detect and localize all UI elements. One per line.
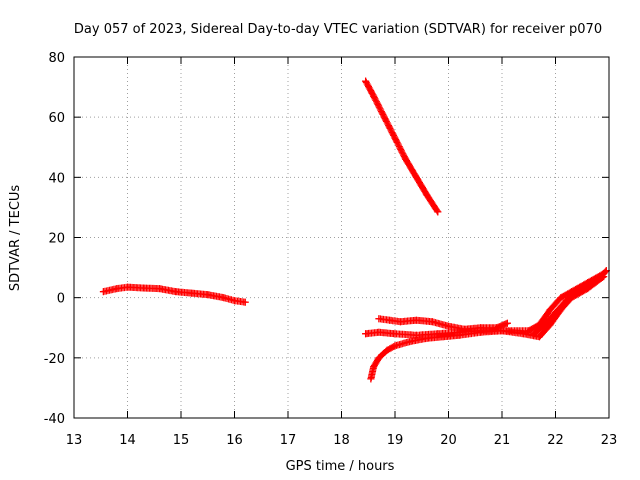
data-point xyxy=(386,316,394,324)
data-point xyxy=(220,294,228,302)
series-arc-6 xyxy=(530,267,610,338)
data-point xyxy=(477,324,485,332)
series-markers xyxy=(375,315,511,333)
data-point xyxy=(503,319,511,327)
x-tick-label: 19 xyxy=(387,433,404,448)
data-point xyxy=(380,113,388,121)
data-point xyxy=(428,318,436,326)
x-axis-label: GPS time / hours xyxy=(286,459,395,474)
x-tick-label: 17 xyxy=(280,433,297,448)
y-axis-label: SDTVAR / TECUs xyxy=(8,185,23,292)
series-arc-1 xyxy=(99,283,249,306)
y-tick-label: 80 xyxy=(48,51,65,66)
data-point xyxy=(370,92,378,100)
data-point xyxy=(396,318,404,326)
data-point xyxy=(367,375,375,383)
data-point xyxy=(231,297,238,305)
data-point xyxy=(99,288,107,296)
data-point xyxy=(552,309,559,317)
data-point xyxy=(423,191,431,199)
data-point xyxy=(172,288,180,296)
data-point xyxy=(594,276,602,284)
data-point xyxy=(562,297,570,305)
chart-title: Day 057 of 2023, Sidereal Day-to-day VTE… xyxy=(74,22,602,37)
data-point xyxy=(188,289,196,297)
data-series xyxy=(99,77,610,383)
data-point xyxy=(525,327,533,335)
data-point xyxy=(204,291,212,299)
y-tick-label: 20 xyxy=(48,232,65,247)
data-point xyxy=(156,285,164,293)
data-point xyxy=(412,331,420,339)
data-point xyxy=(535,333,543,341)
data-point xyxy=(493,324,501,332)
data-point xyxy=(383,346,391,354)
data-point xyxy=(362,77,370,85)
x-tick-label: 18 xyxy=(333,433,350,448)
series-arc-5 xyxy=(375,315,511,333)
y-tick-label: -20 xyxy=(44,352,65,367)
x-tick-label: 23 xyxy=(601,433,618,448)
data-point xyxy=(391,342,399,350)
data-point xyxy=(391,134,399,142)
x-tick-label: 16 xyxy=(226,433,243,448)
y-tick-label: 60 xyxy=(48,111,65,126)
data-point xyxy=(546,306,554,314)
data-point xyxy=(412,173,420,181)
data-point xyxy=(407,337,415,345)
data-point xyxy=(124,283,131,291)
x-tick-label: 20 xyxy=(440,433,457,448)
data-point xyxy=(434,208,442,216)
data-point xyxy=(375,315,383,323)
data-point xyxy=(412,316,420,324)
data-point xyxy=(140,284,148,292)
y-tick-label: 0 xyxy=(57,292,65,307)
data-point xyxy=(402,155,410,163)
data-point xyxy=(370,363,378,371)
data-point xyxy=(113,285,121,293)
data-point xyxy=(530,330,538,338)
series-markers xyxy=(99,283,249,306)
data-point xyxy=(241,298,249,306)
data-point xyxy=(573,288,581,296)
data-point xyxy=(461,325,469,333)
grid xyxy=(74,57,609,418)
data-point xyxy=(391,330,399,338)
data-point xyxy=(557,294,565,302)
series-arc-2 xyxy=(362,77,442,216)
y-tick-label: 40 xyxy=(48,171,65,186)
data-point xyxy=(362,330,370,338)
data-point xyxy=(445,322,452,330)
data-point xyxy=(584,282,592,290)
x-tick-label: 22 xyxy=(547,433,564,448)
x-tick-label: 15 xyxy=(173,433,190,448)
data-point xyxy=(434,330,442,338)
x-tick-label: 14 xyxy=(119,433,136,448)
axis-ticks: 13 14 15 16 17 18 19 20 21 22 23 -40 -20 0 20 40 60 80 xyxy=(44,51,618,448)
data-point xyxy=(375,328,383,336)
x-tick-label: 21 xyxy=(494,433,511,448)
y-tick-label: -40 xyxy=(44,412,65,427)
data-point xyxy=(541,321,549,329)
data-point xyxy=(375,354,383,362)
x-tick-label: 13 xyxy=(66,433,83,448)
